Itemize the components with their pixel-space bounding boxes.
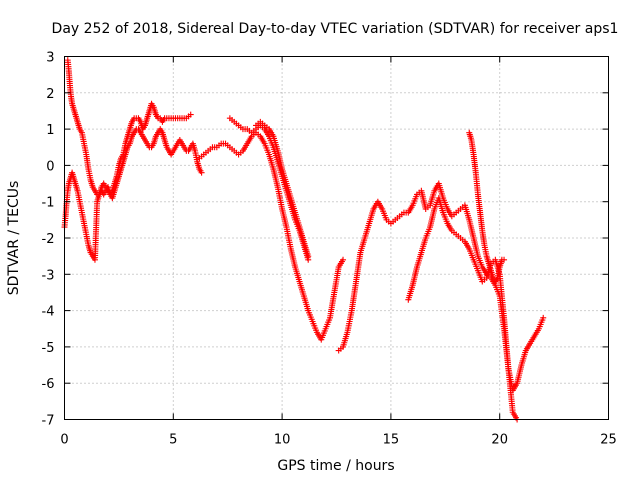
chart-title: Day 252 of 2018, Sidereal Day-to-day VTE… bbox=[52, 21, 619, 37]
data-point bbox=[305, 253, 312, 260]
data-point bbox=[501, 256, 508, 263]
y-tick-label: 3 bbox=[46, 51, 54, 66]
x-axis-ticks: 0 5 10 15 20 25 bbox=[60, 56, 617, 448]
y-tick-label: 1 bbox=[46, 123, 54, 138]
y-tick-label: -1 bbox=[42, 196, 55, 211]
y-tick-label: 2 bbox=[46, 87, 54, 102]
y-tick-label: -2 bbox=[42, 232, 55, 247]
x-tick-label: 20 bbox=[491, 433, 508, 448]
x-tick-label: 15 bbox=[383, 433, 400, 448]
data-point bbox=[187, 111, 194, 118]
data-point bbox=[340, 256, 347, 263]
x-tick-label: 25 bbox=[600, 433, 617, 448]
y-tick-label: -4 bbox=[42, 305, 55, 320]
y-tick-label: -7 bbox=[42, 414, 55, 429]
data-point bbox=[540, 314, 547, 321]
y-axis-ticks: 3 2 1 0 -1 -2 -3 -4 -5 -6 -7 bbox=[42, 51, 609, 429]
y-tick-label: -3 bbox=[42, 268, 55, 283]
x-tick-label: 0 bbox=[60, 433, 68, 448]
x-tick-label: 5 bbox=[169, 433, 177, 448]
y-tick-label: 0 bbox=[46, 159, 54, 174]
grid-lines bbox=[64, 56, 609, 420]
data-point bbox=[198, 169, 205, 176]
y-tick-label: -5 bbox=[42, 341, 55, 356]
y-axis-label: SDTVAR / TECUs bbox=[6, 181, 22, 296]
y-tick-label: -6 bbox=[42, 377, 55, 392]
data-points bbox=[61, 57, 547, 423]
x-axis-label: GPS time / hours bbox=[277, 458, 394, 474]
x-tick-label: 10 bbox=[274, 433, 291, 448]
